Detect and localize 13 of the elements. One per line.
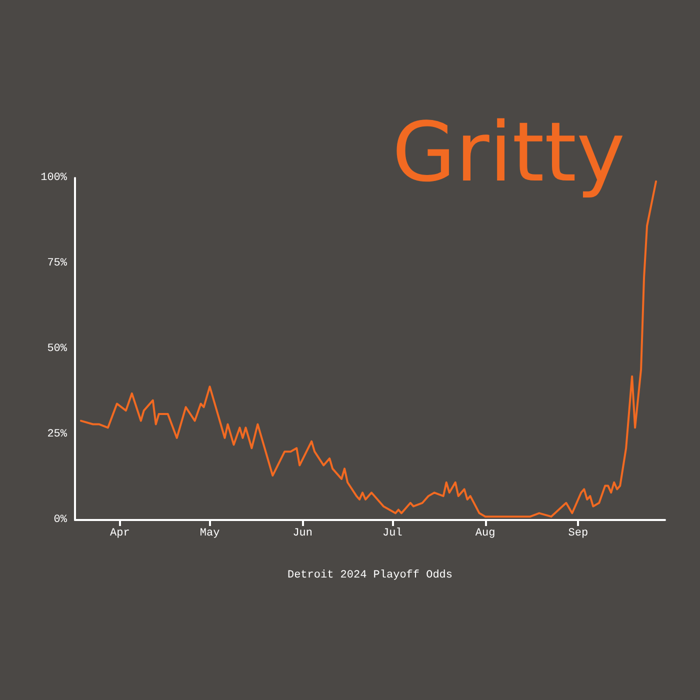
y-tick-label: 0% [54, 514, 68, 526]
x-tick-label: Apr [110, 528, 130, 540]
x-tick-label: Jun [292, 528, 313, 540]
annotation: Gritty [392, 106, 626, 200]
y-tick-label: 50% [47, 343, 68, 355]
y-tick-label: 100% [40, 172, 68, 184]
x-tick-label: Sep [568, 528, 588, 540]
x-tick-label: May [200, 528, 220, 540]
x-tick-label: Aug [475, 528, 496, 540]
x-tick-label: Jul [382, 528, 402, 540]
x-axis-title: Detroit 2024 Playoff Odds [287, 570, 453, 582]
y-tick-label: 25% [47, 428, 68, 440]
y-tick-label: 75% [47, 258, 68, 270]
